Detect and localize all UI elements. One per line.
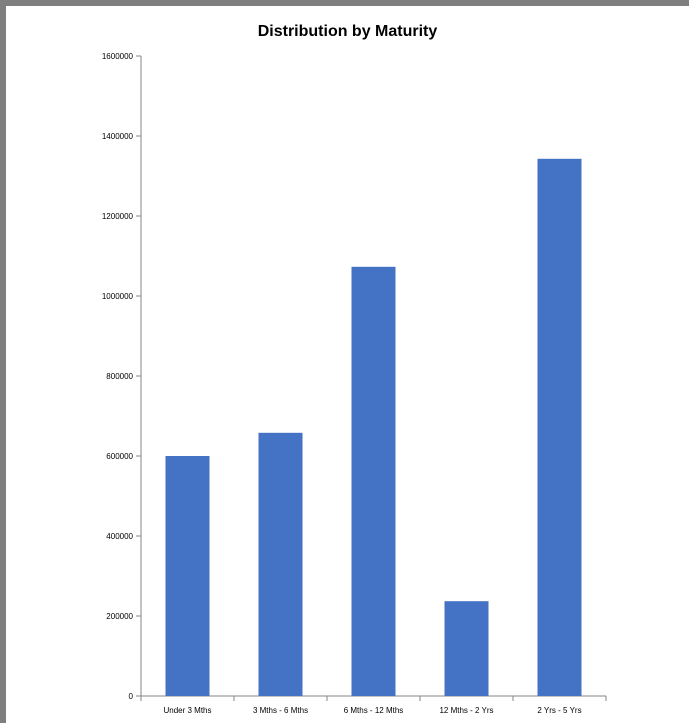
- x-tick-label: 3 Mths - 6 Mths: [253, 706, 308, 715]
- bar-chart: 0 200000 400000 600000 800000 1000000 1200000 1…: [102, 52, 607, 715]
- bar: [258, 432, 303, 696]
- bar: [351, 266, 396, 696]
- y-tick-label: 400000: [106, 532, 133, 541]
- y-axis: 0 200000 400000 600000 800000 1000000 1200000 1…: [102, 52, 142, 701]
- x-tick-label: 2 Yrs - 5 Yrs: [537, 706, 581, 715]
- chart-title: Distribution by Maturity: [257, 23, 438, 40]
- y-tick-label: 1000000: [102, 292, 134, 301]
- bar: [444, 601, 489, 696]
- y-tick-label: 0: [129, 692, 134, 701]
- bars: [165, 158, 582, 697]
- chart-frame: Distribution by Maturity 0 200000 400000 60…: [6, 6, 689, 723]
- y-tick-label: 600000: [106, 452, 133, 461]
- x-tick-label: 6 Mths - 12 Mths: [344, 706, 404, 715]
- y-tick-label: 1400000: [102, 132, 134, 141]
- bar: [165, 456, 210, 696]
- y-tick-label: 200000: [106, 612, 133, 621]
- bar: [537, 158, 582, 697]
- x-tick-label: Under 3 Mths: [163, 706, 211, 715]
- x-axis: Under 3 Mths 3 Mths - 6 Mths 6 Mths - 12 M…: [140, 695, 607, 715]
- y-tick-label: 800000: [106, 372, 133, 381]
- y-tick-label: 1600000: [102, 52, 134, 61]
- y-tick-label: 1200000: [102, 212, 134, 221]
- x-tick-label: 12 Mths - 2 Yrs: [439, 706, 493, 715]
